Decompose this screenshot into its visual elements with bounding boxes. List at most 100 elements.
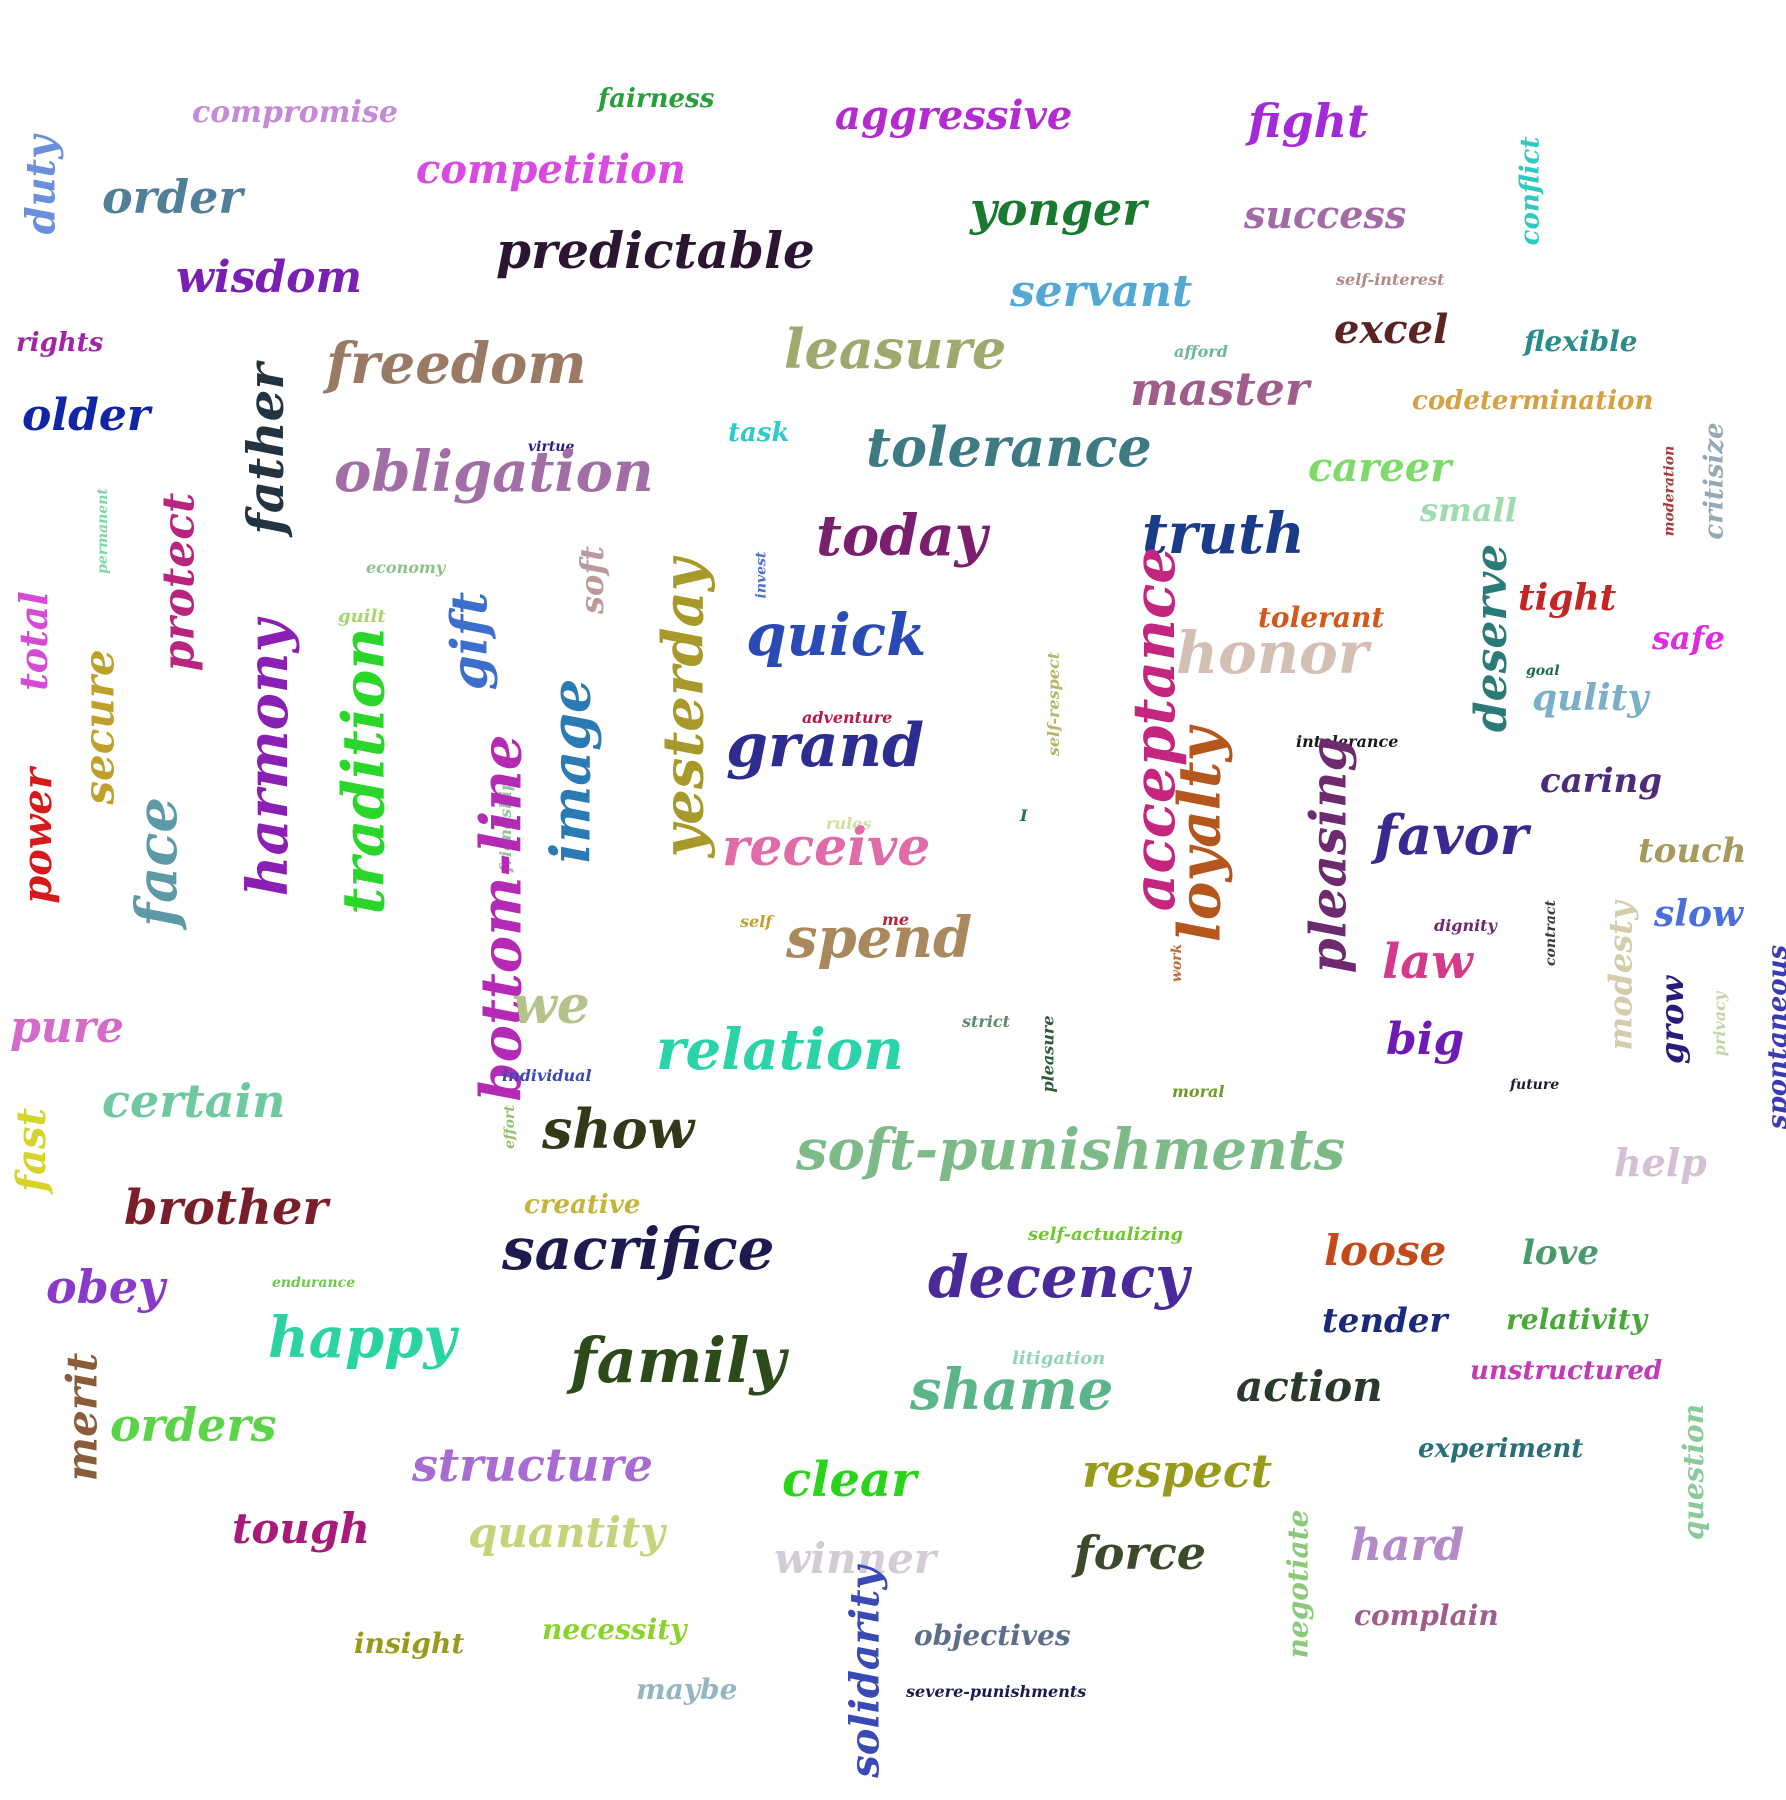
word-solidarity: solidarity [841, 1566, 889, 1778]
word-orders: orders [110, 1398, 277, 1452]
word-servant: servant [1010, 266, 1193, 317]
word-grow: grow [1653, 975, 1692, 1065]
word-force: force [1074, 1526, 1206, 1580]
word-career: career [1308, 444, 1452, 491]
word-unstructured: unstructured [1470, 1356, 1663, 1386]
word-secure: secure [74, 649, 124, 805]
word-effort: effort [501, 1105, 518, 1149]
word-insight: insight [354, 1627, 465, 1660]
word-privacy: privacy [1710, 991, 1730, 1057]
word-fight: fight [1248, 94, 1369, 148]
word-slow: slow [1654, 893, 1743, 935]
word-flexible: flexible [1524, 325, 1638, 358]
word-duty: duty [17, 135, 65, 235]
word-father: father [235, 363, 295, 535]
word-action: action [1236, 1362, 1383, 1411]
word-big: big [1386, 1014, 1465, 1065]
word-permanent: permanent [94, 488, 111, 574]
word-intolerance: intolerance [1296, 732, 1399, 751]
word-aggressive: aggressive [835, 92, 1073, 139]
word-tender: tender [1322, 1301, 1448, 1341]
word-spend: spend [786, 905, 973, 971]
word-competition: competition [416, 146, 686, 193]
word-love: love [1522, 1233, 1599, 1273]
word-help: help [1614, 1140, 1707, 1185]
word-tolerant: tolerant [1258, 601, 1385, 634]
word-sacrifice: sacrifice [502, 1215, 775, 1283]
word-rights: rights [16, 328, 104, 358]
word-moderation: moderation [1661, 445, 1678, 537]
word-favor: favor [1374, 803, 1529, 867]
word-harmony: harmony [235, 619, 302, 897]
word-qulity: qulity [1532, 677, 1649, 719]
word-quick: quick [746, 601, 927, 669]
word-power: power [13, 768, 61, 904]
word-economy: economy [366, 558, 446, 577]
word-adventure: adventure [802, 708, 893, 727]
word-me: me [882, 910, 910, 929]
word-guilt: guilt [338, 606, 386, 627]
word-tradition: tradition [329, 627, 398, 915]
word-deserve: deserve [1466, 543, 1518, 733]
word-dignity: dignity [1434, 916, 1497, 935]
word-spontaneous: spontaneous [1763, 944, 1786, 1130]
word-creative: creative [524, 1190, 641, 1220]
word-strict: strict [962, 1012, 1011, 1031]
word-yesterday: yesterday [650, 558, 717, 858]
word-decency: decency [928, 1243, 1189, 1311]
word-leasure: leasure [784, 317, 1007, 381]
word-I: I [1020, 806, 1028, 825]
word-maybe: maybe [636, 1673, 738, 1706]
word-structure: structure [412, 1438, 654, 1492]
word-safe: safe [1652, 619, 1725, 657]
word-hard: hard [1350, 1520, 1465, 1571]
word-goal: goal [1526, 663, 1560, 679]
word-freedom: freedom [326, 331, 587, 397]
word-modesty: modesty [1601, 901, 1640, 1051]
word-family: family [570, 1324, 786, 1397]
word-quantity: quantity [468, 1508, 665, 1557]
word-self: self [740, 912, 773, 931]
word-master: master [1130, 362, 1310, 416]
word-soft: soft [572, 546, 611, 614]
word-obey: obey [46, 1260, 165, 1314]
word-pure: pure [10, 1002, 124, 1053]
word-fast: fast [8, 1107, 56, 1193]
word-invest: invest [753, 551, 770, 599]
word-we: we [512, 975, 590, 1036]
word-complain: complain [1354, 1599, 1499, 1632]
word-loose: loose [1324, 1226, 1447, 1275]
word-wisdom: wisdom [176, 252, 363, 303]
word-litigation: litigation [1012, 1348, 1106, 1369]
word-work: work [1169, 943, 1186, 983]
word-experiment: experiment [1418, 1434, 1584, 1464]
word-tight: tight [1518, 577, 1617, 619]
word-shame: shame [910, 1357, 1114, 1423]
word-tough: tough [232, 1504, 370, 1553]
word-yonger: yonger [970, 182, 1147, 236]
word-merit: merit [57, 1352, 107, 1482]
word-codetermination: codetermination [1412, 386, 1654, 416]
word-self-interest: self-interest [1336, 270, 1445, 289]
word-excel: excel [1334, 306, 1449, 353]
word-older: older [22, 390, 151, 441]
word-total: total [10, 591, 56, 691]
word-future: future [1510, 1077, 1560, 1093]
word-image: image [538, 678, 603, 864]
word-conflict: conflict [1515, 136, 1546, 246]
word-small: small [1420, 491, 1517, 529]
word-individual: individual [502, 1066, 592, 1085]
word-virtue: virtue [528, 439, 575, 455]
word-pleasing: pleasing [1298, 736, 1358, 974]
word-afford: afford [1174, 342, 1228, 361]
word-self-actualizing: self-actualizing [1028, 1224, 1184, 1245]
word-show: show [542, 1097, 695, 1161]
word-moral: moral [1172, 1082, 1225, 1101]
word-certain: certain [102, 1074, 286, 1128]
word-today: today [816, 503, 988, 569]
word-fairness: fairness [598, 84, 715, 114]
word-gift: gift [439, 591, 499, 691]
word-happy: happy [268, 1305, 456, 1371]
word-rules: rules [826, 814, 872, 833]
